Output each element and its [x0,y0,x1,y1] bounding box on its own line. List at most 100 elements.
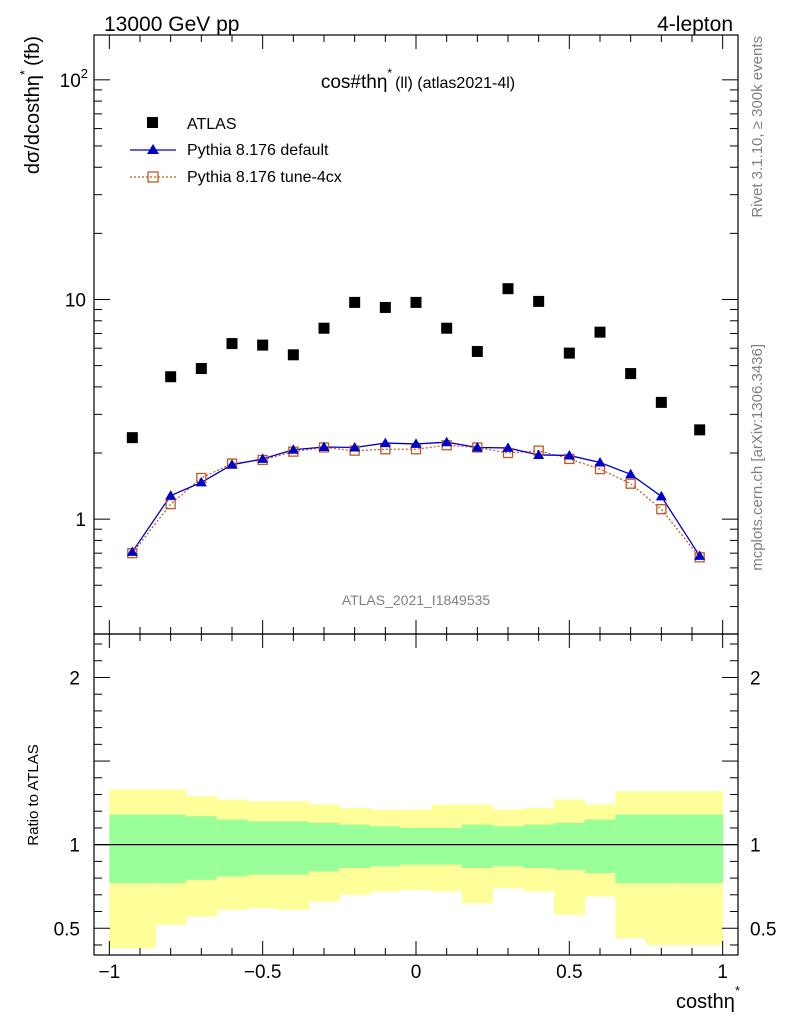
ratio-inner-band-bin [431,827,463,865]
default-point [318,441,330,452]
ratio-inner-band-bin [216,819,248,877]
legend-label-default: Pythia 8.176 default [187,142,329,159]
ratio-y-tick-label-left: 2 [69,668,80,689]
tune-4cx-point [165,499,176,510]
legend-label-atlas: ATLAS [187,116,237,133]
ratio-y-tick-label-left: 0.5 [54,919,80,940]
ratio-inner-band-bin [462,824,494,869]
plot-title-rest: (ll) (atlas2021-4l) [395,75,515,92]
ratio-inner-band-bin [186,816,218,880]
ratio-inner-band-bin [308,822,340,872]
plot-title-sup: * [387,66,392,80]
atlas-data-point [126,432,138,444]
default-point [349,441,361,452]
main-y-tick-label: 1 [75,510,86,531]
default-point [471,441,483,452]
legend-marker-tune [147,171,159,183]
plot-title-main: cos#thη [321,72,388,93]
atlas-data-point [441,322,453,334]
analysis-watermark: ATLAS_2021_I1849535 [342,592,491,608]
x-axis-label-sup: * [735,983,740,998]
atlas-data-point [471,345,483,357]
default-point [594,457,606,467]
atlas-data-point [563,347,575,359]
atlas-data-point [594,326,606,338]
mcplots-reference-label: mcplots.cern.ch [arXiv:1306.3436] [749,344,766,571]
atlas-data-point [694,424,706,436]
atlas-data-point [625,368,637,380]
main-y-axis-label-main: dσ/dcosthη [22,75,44,174]
ratio-inner-band-bin [400,827,432,865]
default-point [625,468,637,479]
main-axes: 1 10 102 [60,34,739,635]
main-series [126,283,706,563]
ratio-inner-band-bin [109,814,156,884]
ratio-inner-band-bin [370,826,402,867]
ratio-inner-band-bin [492,826,524,867]
ratio-inner-band-bin [584,819,616,874]
ratio-inner-band-bin [676,814,724,884]
atlas-data-point [318,322,330,334]
header-left-label: 13000 GeV pp [104,13,239,36]
default-point [694,550,706,560]
ratio-inner-band-bin [615,814,647,884]
atlas-data-point [349,296,361,308]
default-point [126,546,138,556]
main-y-axis-label-sup: * [17,70,32,75]
tune-4cx-line [131,444,701,558]
atlas-data-point [410,296,422,308]
main-y-tick-label: 10 [65,290,86,311]
legend-label-tune: Pythia 8.176 tune-4cx [187,169,342,186]
atlas-data-point [257,339,269,351]
atlas-data-point [287,349,299,361]
atlas-data-point [226,338,238,350]
ratio-inner-band-bin [247,821,279,875]
main-y-axis-label-unit: (fb) [22,36,44,66]
tune-4cx-point [656,504,667,515]
ratio-inner-band-bin [646,814,678,884]
default-point [287,444,299,454]
ratio-y-tick-label-right: 1 [750,836,761,857]
default-point [533,449,545,459]
ratio-inner-band-bin [339,824,371,869]
x-axis-label: costhη* [676,983,740,1013]
x-tick-label: 0.5 [556,962,582,983]
x-tick-label: 0 [411,962,422,983]
ratio-inner-band-bin [278,821,310,875]
atlas-data-point [502,283,514,295]
default-line [131,441,701,557]
default-point [410,438,422,448]
x-tick-label: 1 [717,962,728,983]
x-tick-label: −0.5 [244,962,282,983]
legend-marker-default [147,144,159,154]
header-right-label: 4-lepton [657,13,733,36]
atlas-data-point [379,301,391,313]
default-point [441,436,453,447]
default-point [379,437,391,448]
atlas-data-point [533,295,545,307]
default-point [165,490,177,500]
rivet-version-label: Rivet 3.1.10, ≥ 300k events [749,36,766,218]
ratio-inner-band-bin [523,824,555,869]
default-point [563,449,575,460]
ratio-inner-band-bin [554,822,586,870]
plot-title: cos#thη*(ll) (atlas2021-4l) [321,66,515,93]
x-tick-label: −1 [98,962,120,983]
x-axis-label-main: costhη [676,991,735,1013]
ratio-y-tick-label-right: 2 [750,668,761,689]
default-point [195,476,207,487]
tune-4cx-point [625,478,636,489]
default-point [655,490,667,501]
atlas-data-point [655,396,667,408]
default-point [257,453,269,463]
default-point [502,442,514,452]
ratio-inner-band-bin [155,814,187,884]
default-point [226,459,238,469]
atlas-data-point [165,371,177,383]
atlas-data-point [195,363,207,375]
ratio-bands [94,789,738,949]
main-y-axis-label: dσ/dcosthη* (fb) [17,36,44,174]
ratio-y-axis-label: Ratio to ATLAS [25,744,42,845]
